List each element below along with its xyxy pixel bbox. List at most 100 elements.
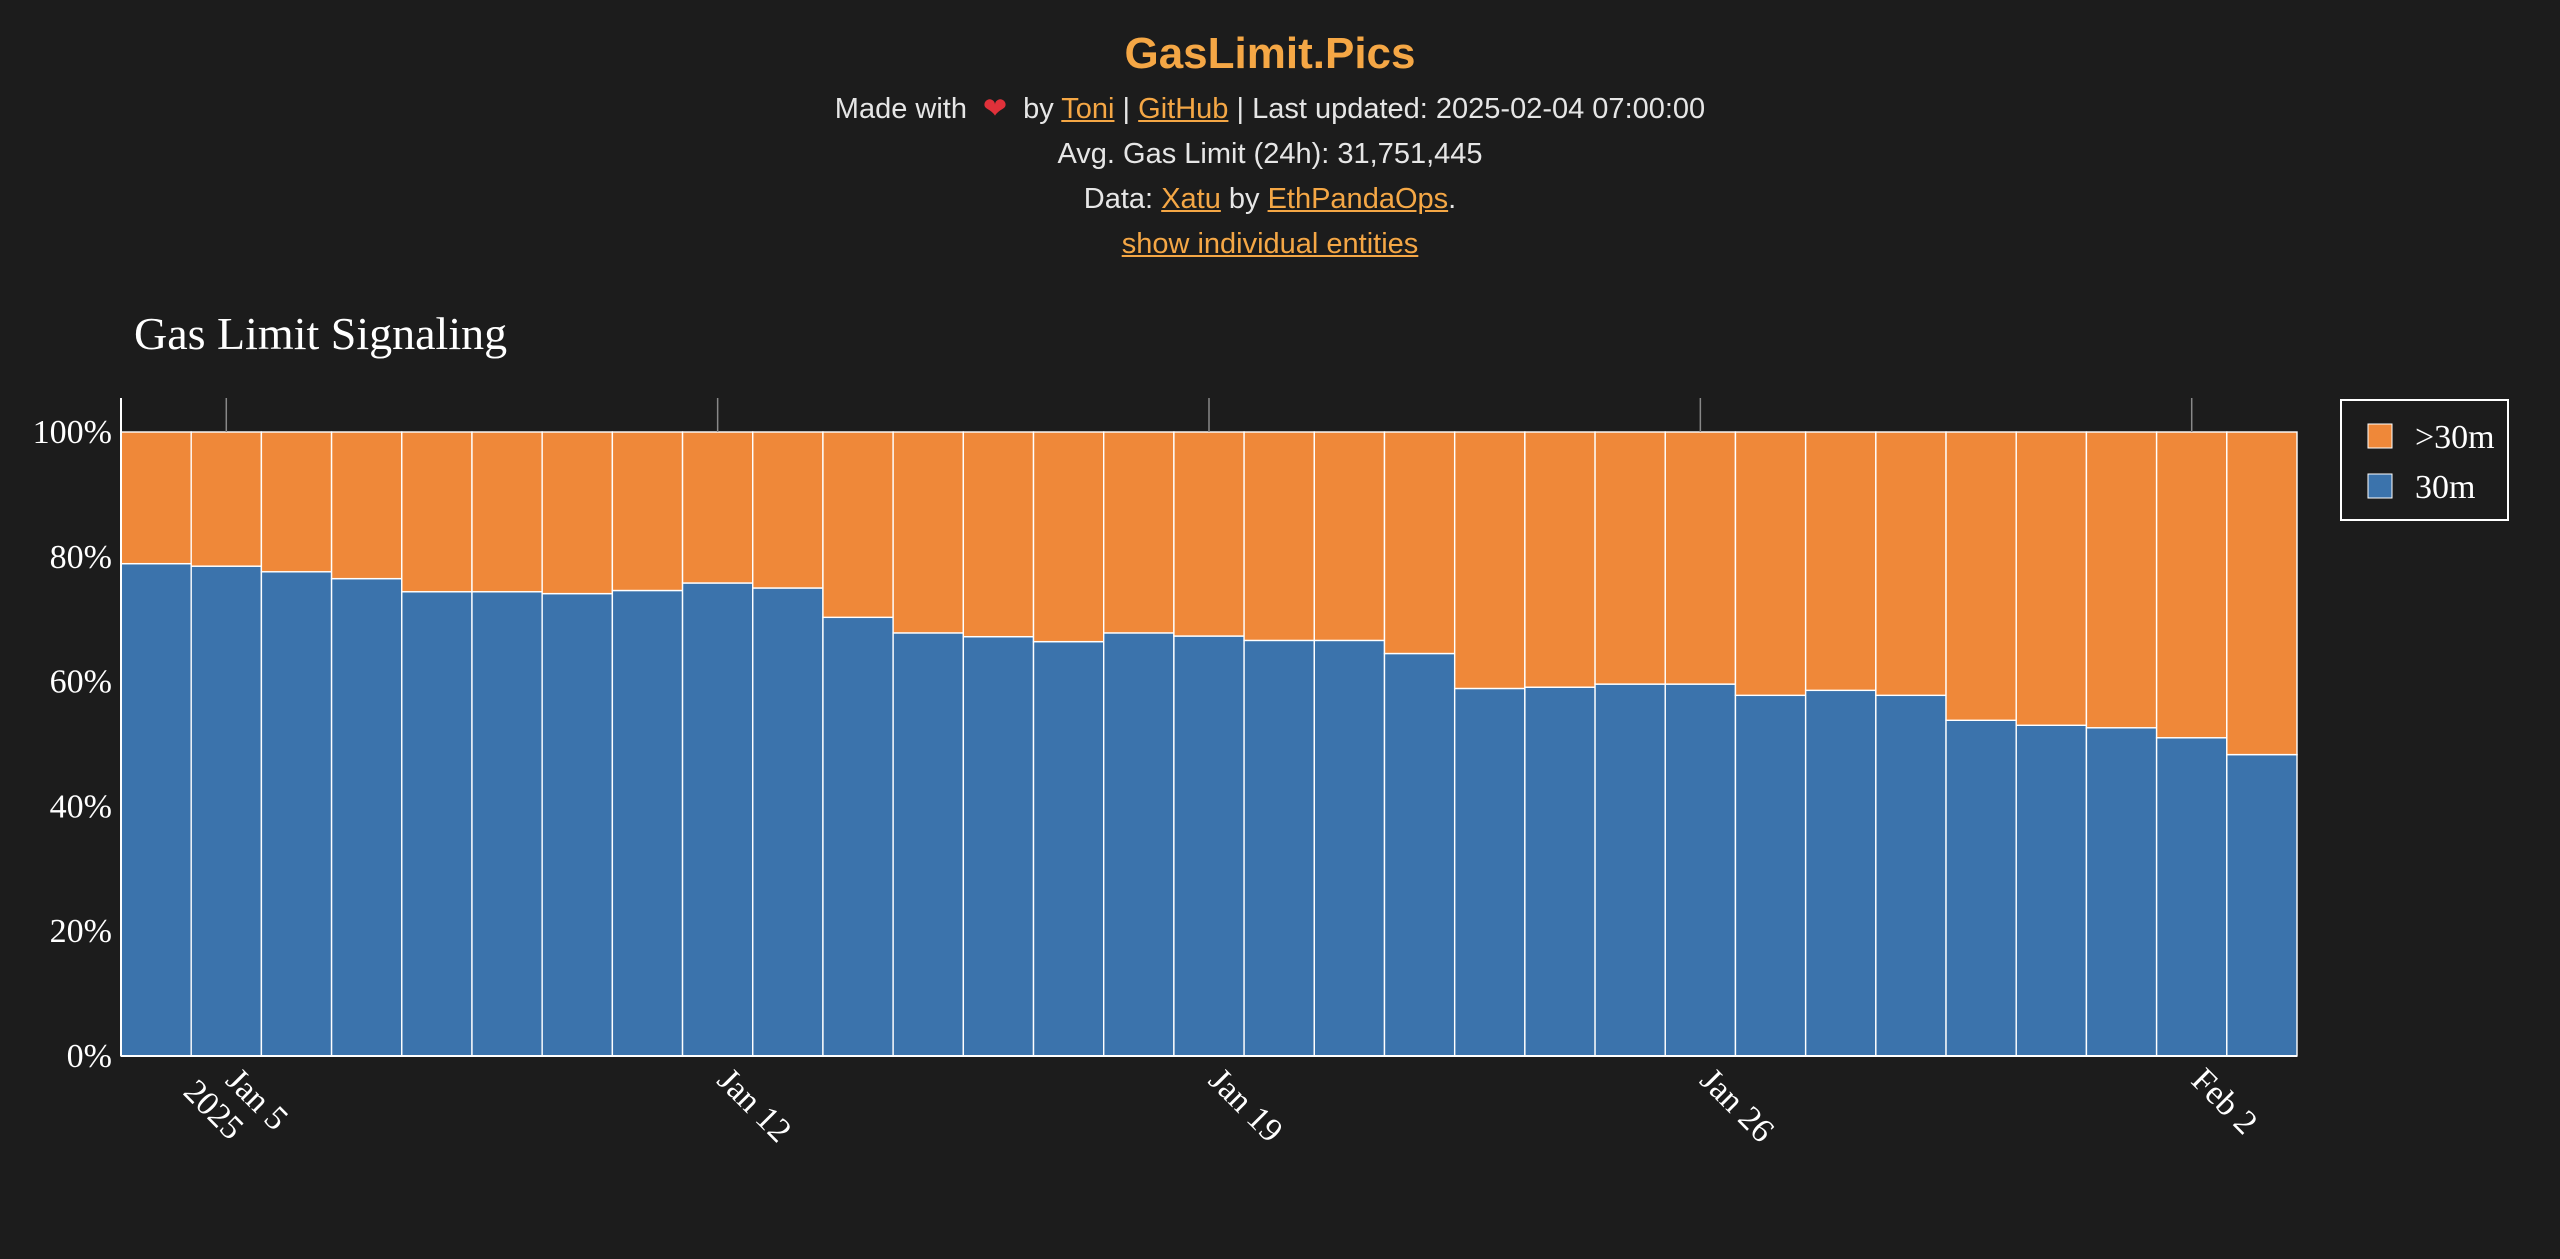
y-tick-label: 40% — [50, 788, 112, 825]
bar-segment-30m-2025-01-07 — [330, 431, 403, 580]
bar-segment-30m-2025-01-21 — [1313, 639, 1386, 1057]
x-tick-label-group: Jan 19 — [1201, 1061, 1289, 1149]
x-tick-label-group: Jan 26 — [1693, 1061, 1781, 1149]
legend-swatch — [2367, 473, 2393, 499]
x-tick-label: Jan 19 — [1201, 1061, 1289, 1149]
bar-segment-30m-2025-01-05 — [190, 431, 263, 567]
bar-segment-30m-2025-01-18 — [1103, 632, 1175, 1057]
chart-title: Gas Limit Signaling — [134, 308, 508, 359]
bar-segment-30m-2025-02-01 — [2085, 727, 2158, 1057]
bar-segment-30m-2025-01-23 — [1453, 431, 1526, 690]
bar-segment-30m-2025-01-21 — [1313, 431, 1386, 642]
bar-segment-30m-2025-01-29 — [1875, 431, 1947, 697]
bar-segment-30m-2025-02-01 — [2085, 431, 2158, 729]
ethpandaops-link[interactable]: EthPandaOps — [1267, 183, 1449, 215]
bar-segment-30m-2025-01-12 — [681, 431, 754, 584]
bar-segment-30m-2025-01-30 — [1945, 431, 2017, 721]
credits-line: Made with ❤ by Toni | GitHub | Last upda… — [0, 89, 2540, 129]
bar-segment-30m-2025-01-19 — [1173, 431, 1245, 637]
bar-segment-30m-2025-01-30 — [1945, 719, 2017, 1057]
bars-layer — [120, 431, 2298, 1057]
bar-segment-30m-2025-01-04 — [120, 431, 192, 565]
bar-segment-30m-2025-01-04 — [120, 562, 192, 1057]
bar-segment-30m-2025-01-05 — [190, 565, 263, 1057]
bar-segment-30m-2025-01-12 — [681, 582, 754, 1057]
bar-segment-30m-2025-01-15 — [892, 632, 965, 1057]
legend-box — [2340, 399, 2509, 521]
bar-segment-30m-2025-01-13 — [752, 587, 824, 1057]
bar-segment-30m-2025-01-28 — [1804, 431, 1877, 692]
data-period: . — [1448, 183, 1457, 215]
bar-segment-30m-2025-02-02 — [2155, 737, 2228, 1057]
bar-segment-30m-2025-01-16 — [962, 635, 1035, 1057]
bar-segment-30m-2025-02-03 — [2226, 753, 2298, 1057]
bar-segment-30m-2025-01-16 — [962, 431, 1035, 638]
bar-segment-30m-2025-01-24 — [1524, 431, 1596, 688]
y-tick-label: 20% — [50, 913, 112, 950]
bar-segment-30m-2025-01-10 — [541, 431, 614, 595]
bar-segment-30m-2025-01-08 — [401, 591, 473, 1057]
x-tick-label: Jan 12 — [710, 1061, 798, 1149]
xatu-link[interactable]: Xatu — [1161, 183, 1221, 215]
toggle-line: show individual entities — [0, 224, 2540, 264]
legend: >30m 30m — [2340, 399, 2509, 521]
bar-segment-30m-2025-01-25 — [1594, 431, 1666, 685]
legend-swatch — [2367, 423, 2393, 449]
x-tick-label: Feb 2 — [2184, 1061, 2264, 1141]
bar-segment-30m-2025-01-13 — [752, 431, 824, 589]
bar-segment-30m-2025-02-02 — [2155, 431, 2228, 739]
y-tick-label: 100% — [33, 414, 112, 451]
x-tick-label: Jan 26 — [1693, 1061, 1781, 1149]
bar-segment-30m-2025-01-26 — [1664, 431, 1737, 685]
bar-segment-30m-2025-01-31 — [2015, 724, 2088, 1057]
bar-segment-30m-2025-01-11 — [611, 589, 684, 1057]
made-with-text: Made with — [834, 93, 967, 125]
bar-segment-30m-2025-01-20 — [1243, 639, 1315, 1057]
site-title: GasLimit.Pics — [1124, 29, 1416, 78]
bar-segment-30m-2025-01-06 — [260, 431, 333, 573]
bar-segment-30m-2025-01-17 — [1032, 431, 1105, 643]
y-tick-label: 0% — [67, 1038, 112, 1075]
by-text: by — [1023, 93, 1054, 125]
bar-segment-30m-2025-01-29 — [1875, 694, 1947, 1057]
last-updated-text: Last updated: 2025-02-04 07:00:00 — [1252, 93, 1706, 125]
bar-segment-30m-2025-02-03 — [2226, 431, 2298, 756]
bar-segment-30m-2025-01-27 — [1734, 431, 1807, 697]
bar-segment-30m-2025-01-09 — [471, 591, 543, 1057]
bar-segment-30m-2025-01-11 — [611, 431, 684, 592]
bar-segment-30m-2025-01-17 — [1032, 640, 1105, 1057]
bar-segment-30m-2025-01-28 — [1804, 689, 1877, 1057]
x-tick-label-group: Feb 2 — [2184, 1061, 2264, 1141]
bar-segment-30m-2025-01-14 — [822, 431, 894, 619]
heart-icon: ❤ — [982, 93, 1008, 125]
avg-gas-limit: Avg. Gas Limit (24h): 31,751,445 — [1057, 138, 1483, 170]
x-tick-label-group: Jan 12 — [710, 1061, 798, 1149]
separator: | — [1236, 93, 1245, 125]
bar-segment-30m-2025-01-10 — [541, 592, 614, 1057]
bar-segment-30m-2025-01-26 — [1664, 683, 1737, 1057]
y-tick-label: 80% — [50, 539, 112, 576]
show-individual-entities-link[interactable]: show individual entities — [1121, 228, 1419, 260]
author-link[interactable]: Toni — [1061, 93, 1115, 125]
bar-segment-30m-2025-01-08 — [401, 431, 473, 593]
data-by-text: by — [1228, 183, 1260, 215]
bar-segment-30m-2025-01-24 — [1524, 686, 1596, 1057]
bar-segment-30m-2025-01-20 — [1243, 431, 1315, 642]
legend-label: 30m — [2415, 469, 2475, 506]
bar-segment-30m-2025-01-06 — [260, 571, 333, 1057]
bar-segment-30m-2025-01-18 — [1103, 431, 1175, 634]
bar-segment-30m-2025-01-09 — [471, 431, 543, 593]
legend-label: >30m — [2415, 419, 2495, 456]
y-tick-label: 60% — [50, 664, 112, 701]
bar-segment-30m-2025-01-23 — [1453, 687, 1526, 1057]
bar-segment-30m-2025-01-19 — [1173, 635, 1245, 1057]
bar-segment-30m-2025-01-31 — [2015, 431, 2088, 726]
github-link[interactable]: GitHub — [1138, 93, 1229, 125]
bar-segment-30m-2025-01-15 — [892, 431, 965, 634]
bar-segment-30m-2025-01-27 — [1734, 694, 1807, 1057]
data-source-line: Data: Xatu by EthPandaOps. — [0, 179, 2540, 219]
bar-segment-30m-2025-01-25 — [1594, 683, 1666, 1057]
data-prefix: Data: — [1083, 183, 1154, 215]
bar-segment-30m-2025-01-07 — [330, 577, 403, 1057]
